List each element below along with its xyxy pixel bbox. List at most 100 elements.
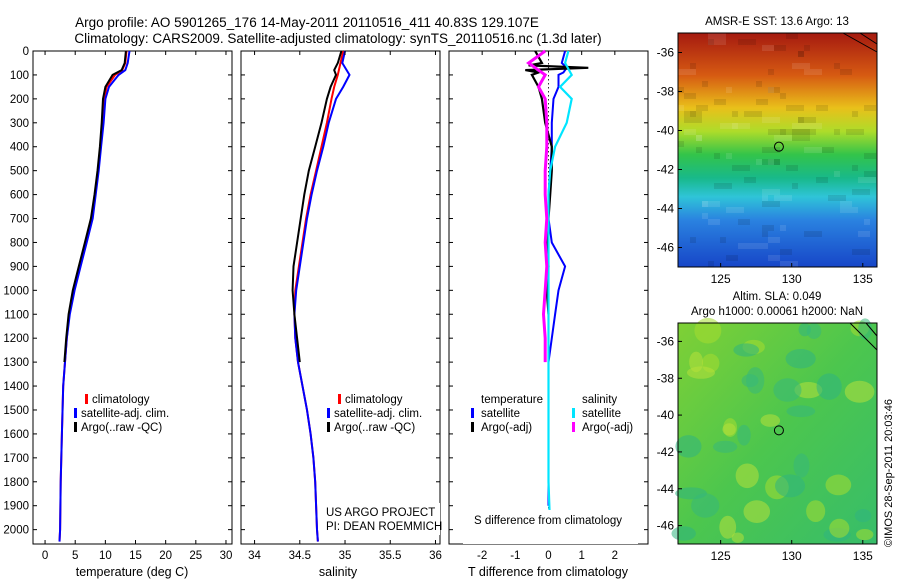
y-tick-label: 1100 xyxy=(4,309,29,321)
sst-pixel xyxy=(804,231,822,237)
map-y-tick-label: -40 xyxy=(657,124,675,138)
sst-pixel xyxy=(792,123,804,129)
legend-label-sal-satellite: satellite xyxy=(582,408,621,420)
argo-float-location-marker xyxy=(773,425,784,436)
sst-pixel xyxy=(690,63,696,69)
legend-label-argo: Argo(..raw -QC) xyxy=(81,422,162,434)
map-x-tick-label: 130 xyxy=(782,272,802,286)
sst-map-frame xyxy=(677,32,878,268)
x-tick-label: 10 xyxy=(99,550,112,562)
legend-swatch-climatology xyxy=(338,394,341,404)
sst-pixel xyxy=(762,147,780,153)
sla-anomaly-blob xyxy=(694,317,722,344)
sst-pixel xyxy=(702,213,708,219)
legend-swatch-argo xyxy=(74,422,77,432)
x-tick-label: 1 xyxy=(578,550,584,562)
sst-pixel xyxy=(810,69,822,75)
map-y-tick-label: -36 xyxy=(657,46,675,60)
x-tick-label: 36 xyxy=(429,550,442,562)
sst-pixel xyxy=(804,147,822,153)
sst-pixel xyxy=(708,219,720,225)
sst-pixel xyxy=(684,111,702,117)
sst-pixel xyxy=(762,159,780,165)
y-tick-label: 1800 xyxy=(3,477,29,489)
imos-credit: ©IMOS 28-Sep-2011 20:03:46 xyxy=(883,399,895,547)
temperature-xlabel: temperature (deg C) xyxy=(76,565,189,579)
sst-pixel xyxy=(732,123,750,129)
sst-pixel xyxy=(816,177,828,183)
series-line-satellite-adj-clim xyxy=(58,50,131,542)
legend-swatch-climatology xyxy=(85,394,88,404)
salinity-xlabel: salinity xyxy=(319,565,358,579)
sst-pixel xyxy=(708,39,714,45)
sst-pixel xyxy=(678,69,696,75)
x-tick-label: 34.5 xyxy=(289,550,311,562)
sst-pixel xyxy=(684,117,702,123)
x-tick-label: -1 xyxy=(510,550,520,562)
y-tick-label: 1900 xyxy=(3,501,29,513)
sla-anomaly-blob xyxy=(793,453,810,478)
sla-anomaly-blob xyxy=(825,474,852,496)
sst-map-title: AMSR-E SST: 13.6 Argo: 13 xyxy=(705,16,849,28)
y-tick-label: 1000 xyxy=(3,285,29,297)
figure-title-line2: Climatology: CARS2009. Satellite-adjuste… xyxy=(74,31,601,46)
sla-anomaly-blob xyxy=(686,366,715,379)
legend-label-satellite: satellite-adj. clim. xyxy=(81,408,169,420)
sst-pixel xyxy=(684,93,696,99)
sst-coastline xyxy=(842,32,878,53)
sst-pixel xyxy=(726,207,744,213)
sst-pixel xyxy=(786,165,798,171)
legend-swatch-argo xyxy=(327,422,330,432)
sst-pixel xyxy=(738,243,750,249)
legend-label-argo: Argo(..raw -QC) xyxy=(334,422,415,434)
map-y-tick-label: -46 xyxy=(657,519,675,533)
legend-swatch-satellite xyxy=(74,408,77,418)
sst-pixel xyxy=(858,177,876,183)
sst-pixel xyxy=(714,99,726,105)
sst-pixel xyxy=(708,261,714,267)
y-tick-label: 700 xyxy=(10,214,29,226)
sla-anomaly-blob xyxy=(741,374,759,388)
sst-pixel xyxy=(696,147,702,153)
series-line-satellite xyxy=(547,50,574,542)
figure-title-line1: Argo profile: AO 5901265_176 14-May-2011… xyxy=(75,15,539,30)
sst-pixel xyxy=(798,51,804,57)
sst-pixel xyxy=(762,231,768,237)
sla-anomaly-blob xyxy=(722,423,736,436)
sst-pixel xyxy=(780,225,786,231)
sst-pixel xyxy=(792,135,810,141)
sla-anomaly-blob xyxy=(713,440,738,453)
legend-label-sal-argo: Argo(-adj) xyxy=(582,422,633,434)
temperature-legend: climatology satellite-adj. clim. Argo(..… xyxy=(74,394,169,434)
sla-map-panel: Altim. SLA: 0.049 Argo h1000: 0.00061 h2… xyxy=(657,291,878,563)
series-line-argo-adj xyxy=(525,50,589,315)
sst-pixel xyxy=(864,153,876,159)
sst-pixel xyxy=(762,189,780,195)
sla-anomaly-blob xyxy=(731,532,744,543)
map-y-tick-label: -38 xyxy=(657,85,675,99)
legend-label-satellite: satellite-adj. clim. xyxy=(334,408,422,420)
y-tick-label: 1500 xyxy=(3,405,29,417)
sst-pixel xyxy=(708,39,726,45)
sst-pixel xyxy=(792,63,810,69)
sst-pixel xyxy=(744,177,756,183)
y-tick-label: 500 xyxy=(10,166,29,178)
sst-pixel xyxy=(852,249,870,255)
salinity-legend: climatology satellite-adj. clim. Argo(..… xyxy=(327,394,422,434)
sst-pixel xyxy=(696,135,702,141)
sla-anomaly-blob xyxy=(806,323,822,339)
y-tick-label: 1400 xyxy=(3,381,29,393)
sst-pixel xyxy=(798,51,804,57)
sst-pixel xyxy=(738,39,756,45)
y-tick-label: 400 xyxy=(10,142,29,154)
sla-anomaly-blob xyxy=(806,500,826,523)
argo-float-location-marker xyxy=(773,141,784,152)
legend-label-temp-argo: Argo(-adj) xyxy=(481,422,532,434)
sst-map-panel: AMSR-E SST: 13.6 Argo: 13 125 130 135 -36 -3… xyxy=(657,16,878,286)
y-tick-label: 1700 xyxy=(3,453,29,465)
sst-pixel xyxy=(702,201,708,207)
sst-pixel xyxy=(756,99,768,105)
sla-anomaly-blob xyxy=(691,493,720,518)
